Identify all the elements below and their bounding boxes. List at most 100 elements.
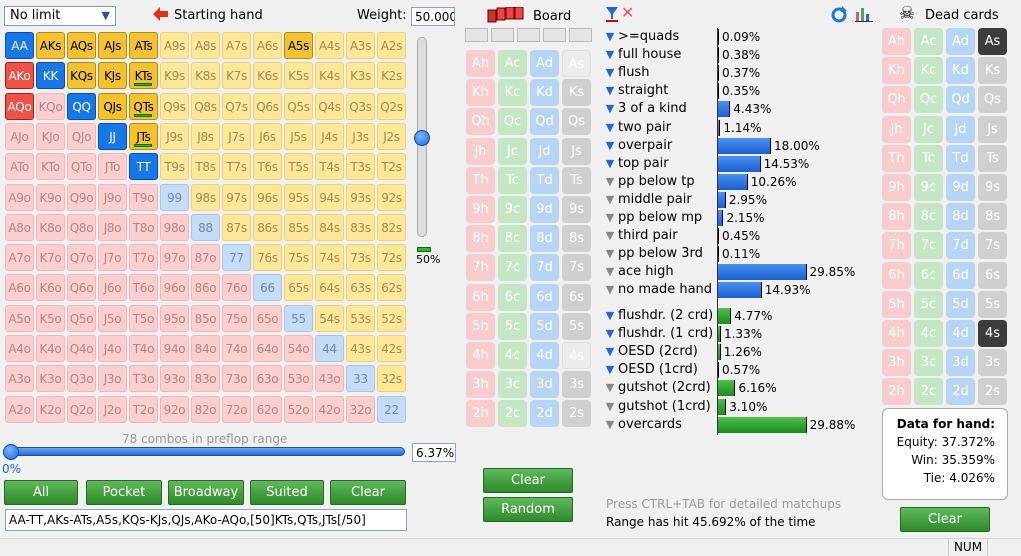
card-Kc[interactable]: Kc [914, 57, 943, 85]
hand-cell-K5s[interactable]: K5s [284, 62, 313, 90]
card-Ad[interactable]: Ad [946, 28, 975, 55]
card-4s[interactable]: 4s [562, 342, 591, 369]
card-5d[interactable]: 5d [530, 312, 559, 340]
filter-toggle-icon[interactable]: ▼ [605, 345, 615, 359]
hand-cell-AKo[interactable]: AKo [5, 62, 34, 90]
hand-cell-98o[interactable]: 98o [160, 213, 189, 241]
hand-cell-KQo[interactable]: KQo [36, 92, 65, 120]
card-Jh[interactable]: Jh [466, 137, 495, 165]
hand-cell-94o[interactable]: 94o [160, 335, 189, 362]
card-3c[interactable]: 3c [498, 371, 527, 399]
filter-toggle-icon[interactable]: ▼ [605, 399, 615, 413]
hand-cell-K2o[interactable]: K2o [36, 395, 65, 423]
hand-cell-Q3o[interactable]: Q3o [67, 365, 96, 393]
hand-cell-A4o[interactable]: A4o [5, 335, 34, 362]
hand-cell-A5o[interactable]: A5o [5, 304, 34, 332]
stat-row-pp-below-tp[interactable]: ▼ pp below tp [605, 173, 695, 191]
hand-cell-33[interactable]: 33 [346, 365, 375, 393]
card-5s[interactable]: 5s [978, 290, 1007, 318]
hand-cell-K9s[interactable]: K9s [160, 62, 189, 90]
board-slot[interactable] [517, 28, 540, 42]
card-Td[interactable]: Td [946, 144, 975, 172]
card-Kh[interactable]: Kh [882, 57, 911, 85]
hand-cell-92o[interactable]: 92o [160, 395, 189, 423]
hand-cell-Q2o[interactable]: Q2o [67, 395, 96, 423]
card-3h[interactable]: 3h [882, 349, 911, 377]
hand-cell-T9o[interactable]: T9o [129, 183, 158, 211]
card-3s[interactable]: 3s [562, 371, 591, 399]
stat-row-no-made-hand[interactable]: ▼ no made hand [605, 281, 712, 299]
hand-cell-55[interactable]: 55 [284, 304, 313, 332]
card-4c[interactable]: 4c [914, 320, 943, 347]
hand-cell-93s[interactable]: 93s [346, 183, 375, 211]
hand-cell-Q4o[interactable]: Q4o [67, 335, 96, 362]
hand-cell-Q6s[interactable]: Q6s [253, 92, 282, 120]
card-Tc[interactable]: Tc [498, 166, 527, 194]
hand-cell-53o[interactable]: 53o [284, 365, 313, 393]
hand-cell-75s[interactable]: 75s [284, 244, 313, 272]
card-9s[interactable]: 9s [978, 174, 1007, 201]
hand-cell-76s[interactable]: 76s [253, 244, 282, 272]
card-2s[interactable]: 2s [978, 378, 1007, 406]
hand-cell-Q4s[interactable]: Q4s [315, 92, 344, 120]
hand-cell-97s[interactable]: 97s [222, 183, 251, 211]
pocket-button[interactable]: Pocket [86, 480, 162, 505]
card-Th[interactable]: Th [882, 144, 911, 172]
filter-toggle-icon[interactable]: ▼ [605, 30, 615, 43]
filter-toggle-icon[interactable]: ▼ [605, 48, 615, 62]
card-9c[interactable]: 9c [914, 174, 943, 201]
hand-cell-Q9s[interactable]: Q9s [160, 92, 189, 120]
hand-cell-96o[interactable]: 96o [160, 274, 189, 302]
card-Ac[interactable]: Ac [914, 28, 943, 55]
hand-cell-43s[interactable]: 43s [346, 335, 375, 362]
stat-row-gutshot-1crd-[interactable]: ▼ gutshot (1crd) [605, 398, 711, 416]
filter-toggle-icon[interactable]: ▼ [605, 66, 615, 80]
hand-cell-Q9o[interactable]: Q9o [67, 183, 96, 211]
hand-cell-92s[interactable]: 92s [377, 183, 406, 211]
card-7c[interactable]: 7c [914, 232, 943, 260]
hand-cell-J2o[interactable]: J2o [98, 395, 127, 423]
hand-cell-AA[interactable]: AA [5, 32, 34, 59]
hand-cell-AQs[interactable]: AQs [67, 32, 96, 59]
hand-cell-65s[interactable]: 65s [284, 274, 313, 302]
card-Jh[interactable]: Jh [882, 115, 911, 143]
filter-toggle-icon[interactable]: ▼ [605, 283, 615, 297]
hand-cell-T8s[interactable]: T8s [191, 153, 220, 181]
hand-cell-73s[interactable]: 73s [346, 244, 375, 272]
hand-cell-AJo[interactable]: AJo [5, 122, 34, 150]
hand-cell-A7o[interactable]: A7o [5, 244, 34, 272]
card-5h[interactable]: 5h [466, 312, 495, 340]
hand-cell-J9o[interactable]: J9o [98, 183, 127, 211]
hand-cell-KTs[interactable]: KTs [129, 62, 158, 90]
stat-row-3-of-a-kind[interactable]: ▼ 3 of a kind [605, 100, 687, 118]
stat-row-ace-high[interactable]: ▼ ace high [605, 263, 674, 281]
hand-cell-JTs[interactable]: JTs [129, 122, 158, 150]
hand-cell-T4s[interactable]: T4s [315, 153, 344, 181]
card-Ts[interactable]: Ts [978, 144, 1007, 172]
hand-cell-Q6o[interactable]: Q6o [67, 274, 96, 302]
hand-cell-J7s[interactable]: J7s [222, 122, 251, 150]
hand-cell-K7o[interactable]: K7o [36, 244, 65, 272]
card-8h[interactable]: 8h [882, 203, 911, 231]
card-7h[interactable]: 7h [882, 232, 911, 260]
hand-cell-T5o[interactable]: T5o [129, 304, 158, 332]
hand-cell-52s[interactable]: 52s [377, 304, 406, 332]
card-5h[interactable]: 5h [882, 290, 911, 318]
filter-toggle-icon[interactable]: ▼ [605, 138, 615, 152]
hand-cell-AQo[interactable]: AQo [5, 92, 34, 120]
hand-cell-52o[interactable]: 52o [284, 395, 313, 423]
hand-cell-65o[interactable]: 65o [253, 304, 282, 332]
card-8d[interactable]: 8d [946, 203, 975, 231]
hand-cell-86o[interactable]: 86o [191, 274, 220, 302]
hand-cell-44[interactable]: 44 [315, 335, 344, 362]
hand-cell-A8o[interactable]: A8o [5, 213, 34, 241]
range-text-input[interactable]: AA-TT,AKs-ATs,A5s,KQs-KJs,QJs,AKo-AQo,[5… [5, 509, 407, 531]
card-Ac[interactable]: Ac [498, 50, 527, 77]
hand-cell-K8o[interactable]: K8o [36, 213, 65, 241]
hand-cell-A2o[interactable]: A2o [5, 395, 34, 423]
hand-cell-QTo[interactable]: QTo [67, 153, 96, 181]
card-5s[interactable]: 5s [562, 312, 591, 340]
filter-toggle-icon[interactable]: ▼ [605, 381, 615, 395]
hand-cell-T7s[interactable]: T7s [222, 153, 251, 181]
hand-cell-75o[interactable]: 75o [222, 304, 251, 332]
